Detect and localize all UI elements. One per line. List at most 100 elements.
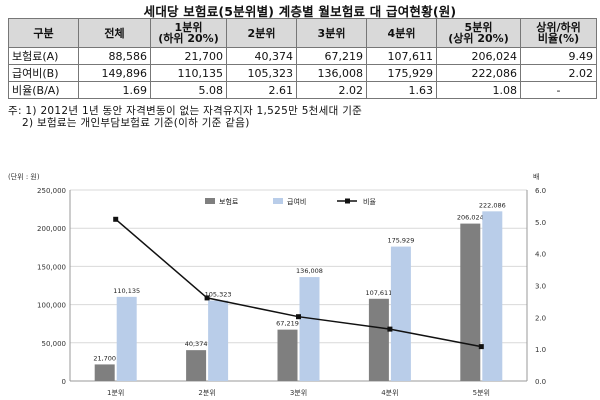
table-header-text: 3분위 [317,26,346,40]
y-tick-label: 250,000 [37,187,66,195]
table-header-text: (상위 20%) [448,32,509,45]
bar [116,296,137,381]
table-header-cell: 전체 [78,18,151,48]
table-header-text: 2분위 [247,26,276,40]
bar [390,246,411,381]
x-tick-label: 5분위 [473,389,490,397]
ratio-marker [478,344,484,350]
legend-label: 급여비 [287,197,306,206]
table-header-cell: 2분위 [226,18,297,48]
legend-label: 보험료 [219,198,239,206]
y2-tick-label: 2.0 [535,314,546,322]
y2-tick-label: 3.0 [535,283,546,291]
table-header-row: 구분 전체 1분위 (하위 20%) 2분위 3분위 4분위 5분위 (상위 20%) 상위/하위… [8,18,597,48]
bar-value-label: 40,374 [185,340,208,348]
table-row-label: 비율(B/A) [8,81,79,99]
y-tick-label: 0 [62,378,66,386]
bar [460,223,481,381]
table-header-text: 1분위 [174,21,203,34]
bar [299,277,320,381]
table-cell: 206,024 [436,47,521,65]
table-cell: - [520,81,597,99]
y-tick-label: 100,000 [37,302,66,310]
table-cell: 2.61 [226,81,297,99]
y2-tick-label: 0.0 [535,378,546,386]
y-tick-label: 150,000 [37,263,66,271]
table-cell: 175,929 [366,64,437,82]
table-body: 보험료(A) 88,586 21,700 40,374 67,219 107,611 206… [8,47,597,99]
footnote-2: 2) 보험료는 개인부담보험료 기준(이하 기준 같음) [22,117,250,129]
bar-value-label: 105,323 [205,291,232,299]
table-row: 비율(B/A) 1.69 5.08 2.61 2.02 1.63 1.08- [8,81,597,99]
table-cell: 9.49 [520,47,597,65]
bar-line-chart: 0 50,000 100,000 150,000 200,000 250,000 0.0 1.… [8,172,546,397]
bar [208,300,229,381]
bar-value-label: 136,008 [296,267,323,275]
table-row-label: 급여비(B) [8,64,79,82]
table-row-label: 보험료(A) [8,47,79,65]
legend-swatch [273,198,283,204]
table-cell: 110,135 [150,64,227,82]
table-header-text: 상위/하위 [536,21,581,34]
y2-tick-label: 1.0 [535,346,546,354]
table-header-cell: 3분위 [296,18,367,48]
legend-marker [345,198,350,204]
summary-table: 구분 전체 1분위 (하위 20%) 2분위 3분위 4분위 5분위 (상위 20%) 상위/하위… [8,18,597,99]
legend-label: 비율 [363,197,376,206]
bar [368,298,389,381]
table-header-cell: 구분 [8,18,79,48]
table-cell: 1.63 [366,81,437,99]
table-cell: 1.69 [78,81,151,99]
x-tick-label: 2분위 [198,389,215,397]
table-cell: 21,700 [150,47,227,65]
table-cell: 105,323 [226,64,297,82]
ratio-marker [113,216,119,222]
table-header-cell: 1분위 (하위 20%) [150,18,227,48]
y-tick-label: 50,000 [42,340,67,348]
table-cell: 88,586 [78,47,151,65]
table-title: 세대당 보험료(5분위별) 계층별 월보험료 대 급여현황(원) [143,4,457,19]
ratio-marker [204,295,210,301]
y-tick-label: 200,000 [37,225,66,233]
y2-tick-label: 5.0 [535,219,546,227]
y2-tick-label: 4.0 [535,251,546,259]
table-row: 보험료(A) 88,586 21,700 40,374 67,219 107,611 206… [8,47,597,65]
table-cell: 5.08 [150,81,227,99]
bar-value-label: 222,086 [479,201,506,209]
y2-unit-label: 배 [533,172,539,181]
table-header-text: 비율(%) [537,32,580,45]
table-header-text: 전체 [104,26,125,40]
table-cell: 67,219 [296,47,367,65]
ratio-marker [387,326,393,332]
table-cell: 2.02 [520,64,597,82]
x-tick-label: 3분위 [290,389,307,397]
bar [482,211,503,381]
table-cell: 136,008 [296,64,367,82]
table-header-cell: 4분위 [366,18,437,48]
table-header-cell: 5분위 (상위 20%) [436,18,521,48]
bar-value-label: 21,700 [93,354,116,362]
x-tick-label: 4분위 [381,389,398,397]
x-tick-label: 1분위 [107,389,124,397]
bar-value-label: 206,024 [457,214,484,222]
table-header-text: 5분위 [464,21,493,34]
y2-tick-label: 6.0 [535,187,546,195]
legend-swatch [205,198,215,204]
bar [186,350,207,381]
footnote-1: 주: 1) 2012년 1년 동안 자격변동이 없는 자격유지자 1,525만 … [8,105,363,117]
table-header-cell: 상위/하위 비율(%) [520,18,597,48]
table-cell: 149,896 [78,64,151,82]
table-cell: 1.08 [436,81,521,99]
bar-value-label: 110,135 [113,287,140,295]
ratio-marker [296,314,301,320]
table-cell: 40,374 [226,47,297,65]
table-cell: 2.02 [296,81,367,99]
bar [94,364,115,381]
bar [277,329,298,381]
y-unit-label: (단위 : 원) [8,172,40,181]
table-header-text: 4분위 [387,26,416,40]
table-cell: 222,086 [436,64,521,82]
table-cell: 107,611 [366,47,437,65]
bar-value-label: 67,219 [276,320,299,328]
table-header-text: 구분 [33,26,54,40]
